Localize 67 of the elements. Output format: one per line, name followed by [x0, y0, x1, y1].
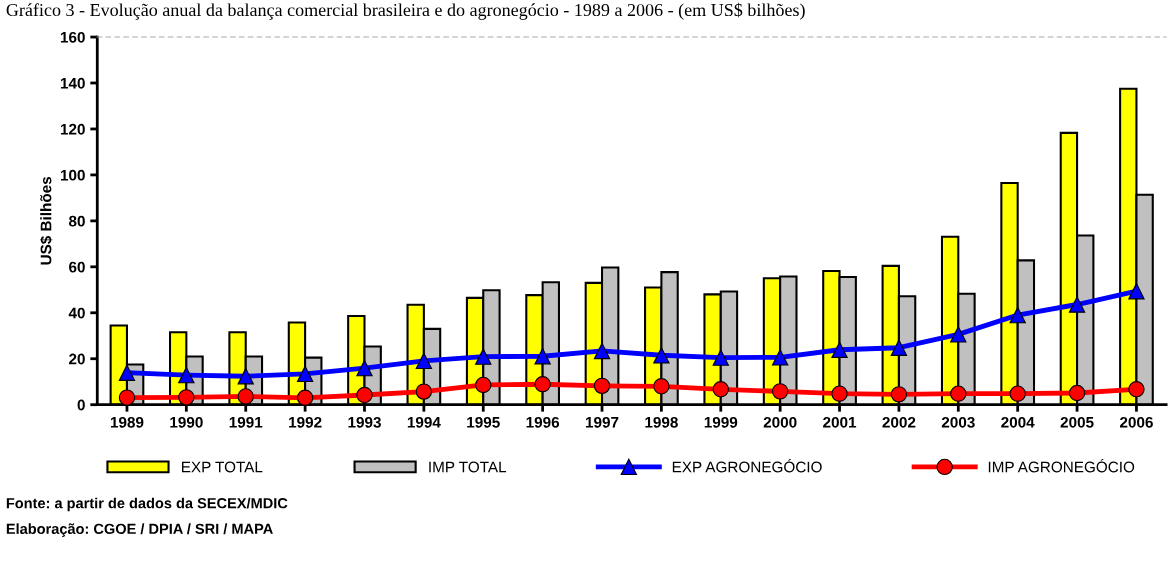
y-tick-label: 60: [69, 261, 85, 273]
y-tick-label: 160: [60, 31, 85, 43]
x-tick-label: 1989: [110, 416, 144, 428]
point: [1009, 385, 1026, 402]
point: [771, 349, 789, 366]
point: [356, 386, 373, 404]
y-tick-label: 80: [68, 215, 85, 227]
x-tick-label: 1992: [289, 416, 322, 428]
point: [890, 339, 908, 356]
point: [950, 326, 967, 343]
point: [475, 348, 492, 365]
x-tick-label: 2001: [823, 416, 857, 428]
point: [653, 347, 670, 364]
x-tick-label: 1994: [407, 416, 441, 428]
point: [712, 381, 729, 398]
point: [178, 389, 195, 405]
point: [653, 378, 670, 395]
x-tick-label: 1996: [526, 416, 560, 428]
y-tick-label: 0: [77, 399, 85, 411]
y-axis-title: US$ Bilhões: [39, 176, 53, 265]
point: [534, 376, 551, 393]
text: Elaboração: CGOE / DPIA / SRI / MAPA: [6, 523, 273, 537]
point: [1128, 381, 1145, 398]
x-tick-label: 1999: [704, 416, 738, 428]
y-tick-label: 20: [69, 353, 85, 365]
x-tick-label: 2005: [1060, 416, 1094, 428]
x-tick-label: 2003: [941, 416, 975, 428]
x-tick-label: 2004: [1001, 416, 1035, 428]
x-tick-label: 2006: [1119, 416, 1153, 428]
legend-label: IMP AGRONEGÓCIO: [988, 459, 1135, 473]
point: [1128, 282, 1145, 300]
x-tick-label: 1997: [585, 416, 619, 428]
point: [712, 349, 729, 366]
x-tick-label: 2002: [882, 416, 916, 428]
y-tick-label: 40: [68, 307, 85, 319]
point: [831, 385, 848, 402]
point: [415, 383, 433, 400]
point: [593, 377, 611, 395]
point: [118, 389, 136, 405]
point: [534, 348, 551, 365]
point: [237, 388, 254, 405]
point: [771, 383, 789, 400]
point: [1068, 384, 1086, 402]
chart-title: Gráfico 3 - Evolução anual da balança comercial brasileira e do agronegócio - 1989 a 2006 - (em US$ bilhões): [6, 2, 805, 20]
point: [118, 364, 136, 381]
y-tick-label: 120: [60, 123, 85, 135]
x-tick-label: 1998: [645, 416, 678, 428]
point: [950, 385, 967, 402]
x-tick-label: 2000: [763, 416, 797, 428]
point: [1068, 296, 1086, 313]
x-tick-label: 1991: [229, 416, 263, 428]
point: [415, 352, 433, 370]
point: [1009, 306, 1026, 324]
point: [593, 342, 611, 360]
legend-label: EXP AGRONEGÓCIO: [672, 459, 822, 473]
legend-label: EXP TOTAL: [182, 461, 263, 473]
y-tick-label: 100: [60, 169, 85, 181]
point: [475, 376, 492, 394]
point: [296, 389, 314, 405]
source-note: Fonte: a partir de dados da SECEX/MDIC: [6, 497, 288, 512]
legend-label: IMP TOTAL: [429, 461, 507, 473]
y-tick-label: 140: [60, 77, 85, 89]
point: [890, 386, 908, 403]
x-tick-label: 1990: [170, 416, 203, 428]
x-tick-label: 1993: [348, 416, 381, 428]
x-tick-label: 1995: [467, 416, 500, 428]
point: [831, 341, 848, 358]
